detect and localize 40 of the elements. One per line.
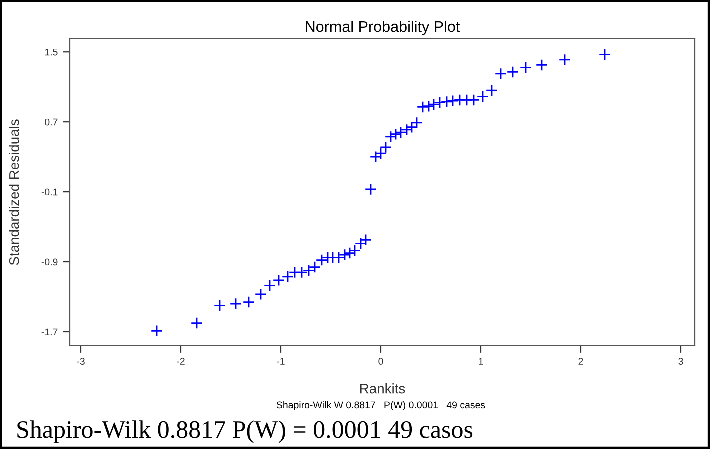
point — [296, 266, 308, 279]
x-tick-label: -2 — [177, 358, 185, 365]
chart-title: Normal Probability Plot — [306, 20, 460, 36]
point — [446, 95, 460, 108]
point — [364, 183, 378, 196]
point — [536, 59, 548, 72]
point — [416, 101, 430, 114]
y-tick-label: 0.7 — [45, 118, 58, 126]
point — [264, 280, 276, 292]
x-tick-label: -3 — [77, 358, 85, 365]
text: Shapiro-Wilk 0.8817 P(W) = 0.0001 49 casos — [18, 420, 473, 444]
x-tick-label: 1 — [479, 358, 484, 365]
y-tick-label: -0.1 — [42, 188, 58, 196]
point — [506, 66, 520, 78]
point — [476, 90, 490, 103]
point — [214, 300, 226, 312]
point — [242, 296, 256, 308]
point — [468, 94, 480, 106]
text: Shapiro-Wilk W 0.8817 P(W) 0.0001 49 cases — [276, 401, 486, 411]
point — [150, 325, 164, 338]
point — [520, 62, 532, 74]
point — [190, 317, 204, 330]
x-tick-label: 2 — [578, 358, 584, 365]
y-axis-title: Standardized Residuals — [9, 120, 20, 266]
y-tick-label: -0.9 — [42, 258, 58, 266]
x-axis-title: Rankits — [360, 384, 406, 394]
point — [440, 96, 454, 108]
point — [558, 54, 572, 66]
point — [598, 48, 612, 61]
point — [434, 96, 446, 109]
x-tick-label: 0 — [378, 358, 384, 365]
y-tick-label: -1.7 — [42, 328, 58, 336]
x-tick-label: 3 — [678, 358, 684, 365]
point — [230, 298, 242, 310]
point — [272, 274, 286, 286]
point — [494, 68, 508, 80]
y-tick-label: 1.5 — [45, 48, 58, 56]
point — [254, 288, 268, 300]
point — [486, 84, 498, 97]
x-tick-label: -1 — [277, 358, 285, 365]
